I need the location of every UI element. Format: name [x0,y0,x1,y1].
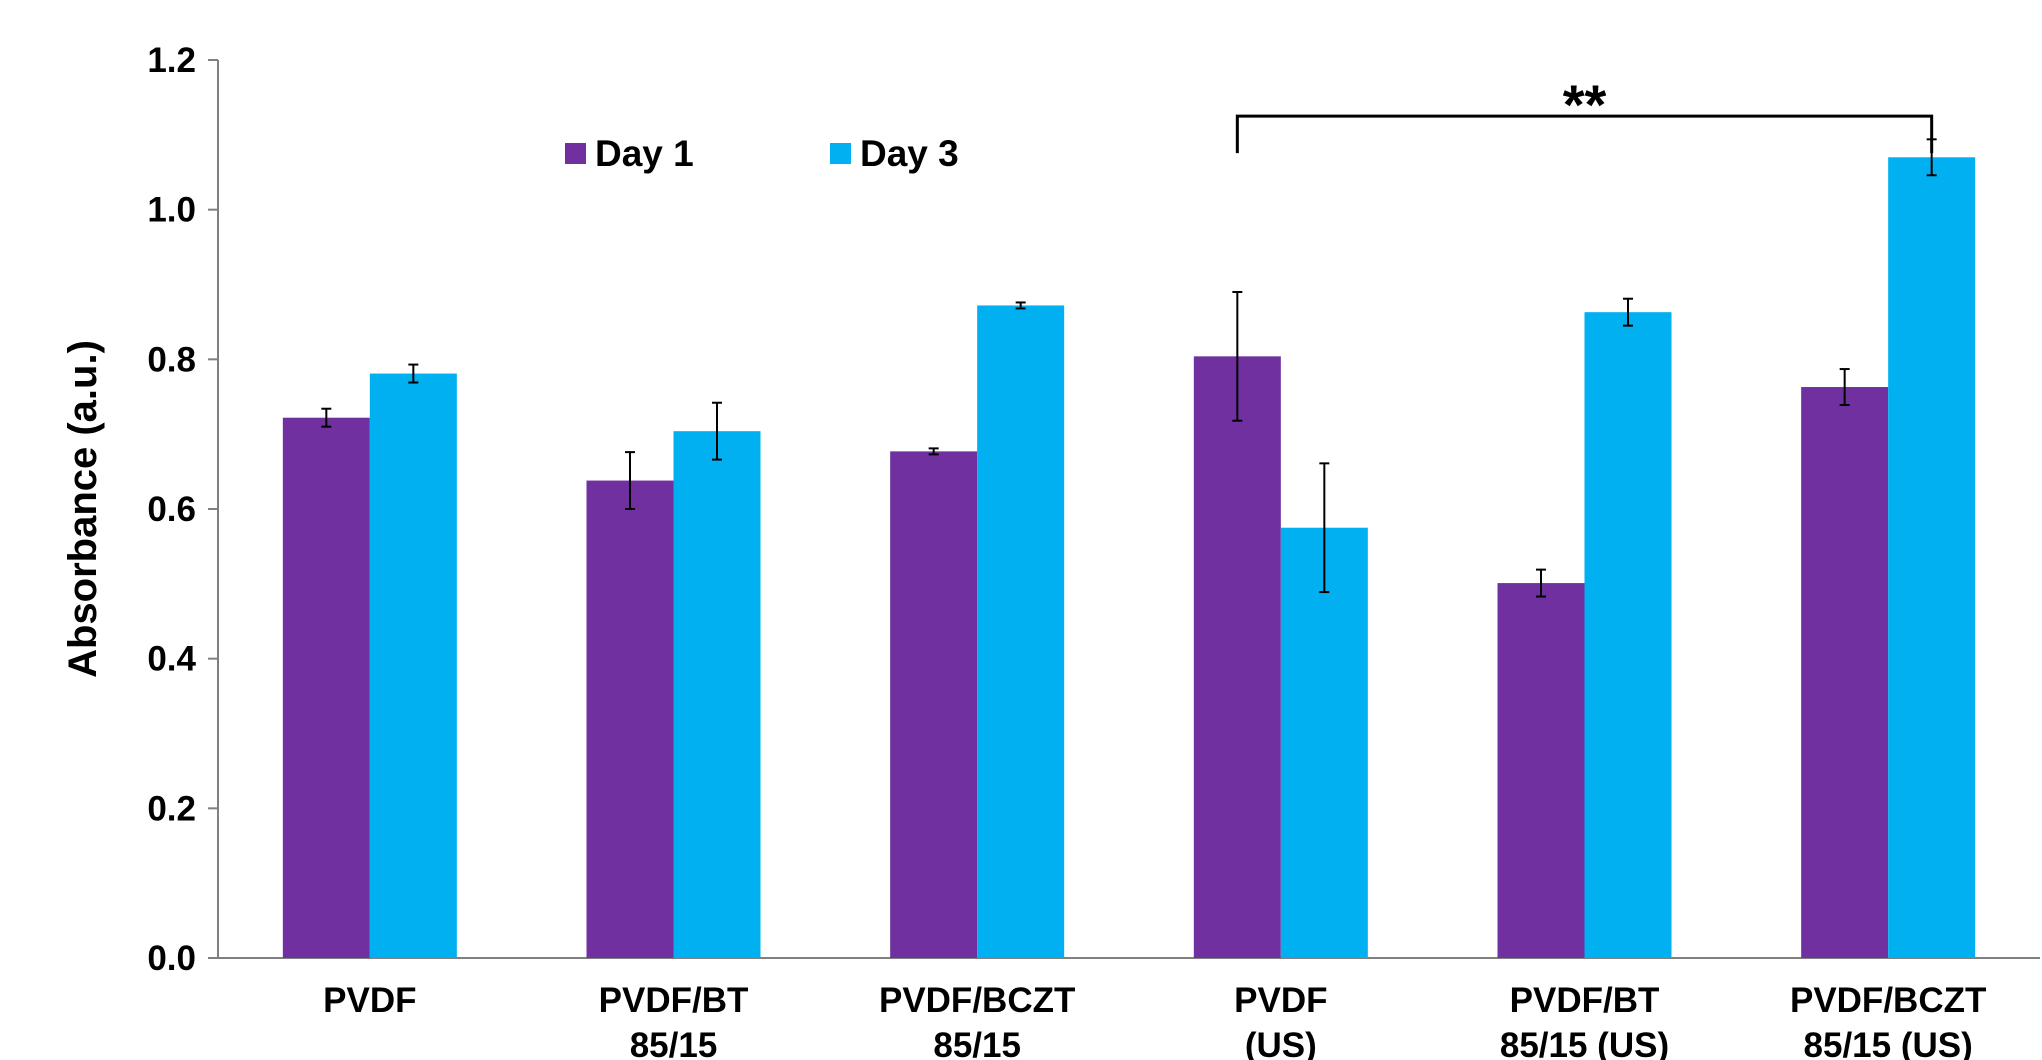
legend-swatch-day-3 [830,143,851,164]
bar-day-3-3 [1280,527,1368,958]
x-tick-label: PVDF/BT [1510,981,1660,1020]
y-tick-label: 1.0 [147,191,196,230]
y-tick-label: 1.2 [147,41,196,80]
x-tick-label: (US) [1245,1026,1317,1060]
significance-bracket: ** [1235,73,1934,154]
x-tick-label: PVDF [1234,981,1327,1020]
y-tick-label: 0.6 [147,490,196,529]
y-tick-label: 0.4 [147,640,196,679]
y-axis-title: Absorbance (a.u.) [61,340,105,678]
x-tick-label: PVDF/BCZT [1790,981,1986,1020]
x-tick-label: PVDF/BT [599,981,749,1020]
y-tick-label: 0.8 [147,340,196,379]
y-tick-label: 0.0 [147,939,196,978]
bar-day-1-3 [1193,356,1281,959]
bar-day-3-2 [977,305,1065,958]
y-tick-label: 0.2 [147,789,196,828]
bar-day-3-4 [1584,312,1672,958]
bar-day-3-0 [369,373,457,959]
x-tick-label: PVDF/BCZT [879,981,1075,1020]
bar-day-1-5 [1801,387,1889,958]
legend-swatch-day-1 [565,143,586,164]
bar-day-1-2 [890,451,978,958]
bar-day-1-1 [586,480,674,958]
bracket-line [1235,114,1934,154]
significance-stars: ** [1563,73,1607,136]
x-tick-label: PVDF [323,981,416,1020]
bar-day-1-4 [1497,583,1585,958]
x-tick-label: 85/15 (US) [1804,1026,1973,1060]
x-tick-label: 85/15 (US) [1500,1026,1669,1060]
bar-day-1-0 [282,417,370,958]
legend-label: Day 1 [595,133,694,174]
bar-day-3-1 [673,431,761,958]
x-tick-label: 85/15 [630,1026,718,1060]
x-tick-label: 85/15 [933,1026,1021,1060]
legend-label: Day 3 [860,133,959,174]
bar-day-3-5 [1888,157,1976,959]
